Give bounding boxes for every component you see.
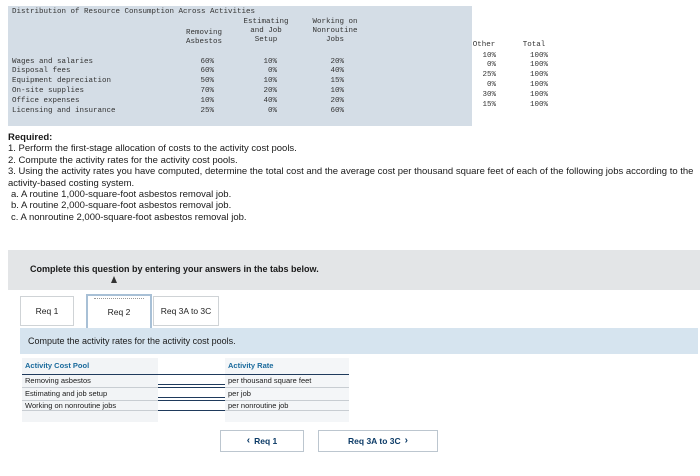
question-bar: Compute the activity rates for the activ… — [20, 328, 698, 354]
cell-value: 0% — [486, 81, 496, 89]
cell-value: 100% — [529, 101, 548, 109]
col-header-total: Total — [522, 41, 546, 49]
header-activity-cost-pool: Activity Cost Pool — [25, 361, 90, 370]
cell-value: 100% — [529, 81, 548, 89]
cell-value: 25% — [482, 71, 496, 79]
required-item: 3. Using the activity rates you have com… — [8, 166, 694, 189]
next-req-button[interactable]: Req 3A to 3C › — [318, 430, 438, 452]
chevron-left-icon: ‹ — [246, 435, 251, 446]
other-total-columns: Other Total 10% 0% 25% 0% 30% 15% 100% 1… — [472, 6, 692, 126]
cell-value: 100% — [529, 71, 548, 79]
required-item: c. A nonroutine 2,000-square-foot asbest… — [11, 211, 247, 223]
row-label-disposal: Disposal fees — [12, 67, 71, 75]
cell-value: 100% — [529, 91, 548, 99]
cell-value: 15% — [330, 77, 344, 85]
cell-value: 40% — [330, 67, 344, 75]
cell-value: 10% — [263, 77, 277, 85]
row-label-licensing: Licensing and insurance — [12, 107, 116, 115]
required-section: Required: 1. Perform the first-stage all… — [8, 132, 696, 223]
required-title: Required: — [8, 132, 53, 143]
cell-value: 0% — [267, 107, 277, 115]
cell-value: 30% — [482, 91, 496, 99]
cell-value: 15% — [482, 101, 496, 109]
cell-value: 10% — [200, 97, 214, 105]
activity-rate-inputs — [158, 358, 225, 422]
cell-value: 60% — [200, 58, 214, 66]
row-label-office: Office expenses — [12, 97, 80, 105]
cell-value: 10% — [330, 87, 344, 95]
cell-value: 10% — [263, 58, 277, 66]
col-header-nonroutine: Working on Nonroutine Jobs — [312, 18, 358, 44]
pool-label: Estimating and job setup — [22, 387, 158, 398]
required-item: a. A routine 1,000-square-foot asbestos … — [11, 189, 232, 201]
activity-rate-column: Activity Rate per thousand square feet p… — [225, 358, 349, 422]
cell-value: 20% — [330, 58, 344, 66]
rate-unit: per thousand square feet — [225, 374, 349, 385]
col-header-other-label: Other — [472, 41, 496, 49]
next-label: Req 3A to 3C — [348, 436, 401, 446]
tab-req-1[interactable]: Req 1 — [20, 296, 74, 326]
required-item: 1. Perform the first-stage allocation of… — [8, 143, 297, 155]
cell-value: 20% — [263, 87, 277, 95]
question-text: Compute the activity rates for the activ… — [28, 336, 236, 346]
required-item: b. A routine 2,000-square-foot asbestos … — [11, 200, 232, 212]
cell-value: 0% — [267, 67, 277, 75]
rate-input-estimating[interactable] — [158, 387, 225, 398]
instruction-banner: Complete this question by entering your … — [8, 250, 700, 290]
cell-value: 40% — [263, 97, 277, 105]
cell-value: 20% — [330, 97, 344, 105]
col-header-estimating: Estimating and Job Setup — [243, 18, 289, 44]
active-tab-indicator — [94, 298, 144, 299]
col-header-removing-asbestos: Removing Asbestos — [185, 29, 222, 46]
instruction-text: Complete this question by entering your … — [30, 264, 319, 274]
cell-value: 70% — [200, 87, 214, 95]
tab-label: Req 3A to 3C — [160, 306, 212, 316]
prev-label: Req 1 — [254, 436, 278, 446]
cell-value: 60% — [200, 67, 214, 75]
distribution-table: Distribution of Resource Consumption Acr… — [8, 6, 472, 126]
cell-value: 100% — [529, 61, 548, 69]
rate-input-removing-asbestos[interactable] — [158, 374, 225, 385]
cell-value: 60% — [330, 107, 344, 115]
tab-req-3a-to-3c[interactable]: Req 3A to 3C — [153, 296, 219, 326]
rate-unit: per job — [225, 387, 349, 398]
rate-unit: per nonroutine job — [225, 400, 349, 411]
row-label-wages: Wages and salaries — [12, 58, 94, 66]
activity-pool-column: Activity Cost Pool Removing asbestos Est… — [22, 358, 158, 422]
row-label-equipment: Equipment depreciation — [12, 77, 112, 85]
tab-label: Req 2 — [107, 307, 131, 317]
activity-rate-table: Activity Cost Pool Removing asbestos Est… — [22, 358, 349, 422]
prev-req-button[interactable]: ‹ Req 1 — [220, 430, 304, 452]
mouse-cursor-icon — [111, 276, 117, 283]
cell-value: 10% — [482, 52, 496, 60]
rate-input-nonroutine[interactable] — [158, 400, 225, 411]
cell-value: 25% — [200, 107, 214, 115]
row-label-supplies: On-site supplies — [12, 87, 85, 95]
tab-label: Req 1 — [35, 306, 59, 316]
required-item: 2. Compute the activity rates for the ac… — [8, 154, 238, 166]
cell-value: 0% — [486, 61, 496, 69]
distribution-title: Distribution of Resource Consumption Acr… — [12, 8, 256, 16]
tab-req-2[interactable]: Req 2 — [86, 294, 152, 328]
pool-label: Working on nonroutine jobs — [22, 400, 158, 411]
pool-label: Removing asbestos — [22, 374, 158, 385]
cell-value: 100% — [529, 52, 548, 60]
chevron-right-icon: › — [404, 435, 408, 446]
cell-value: 50% — [200, 77, 214, 85]
header-activity-rate: Activity Rate — [228, 361, 274, 370]
